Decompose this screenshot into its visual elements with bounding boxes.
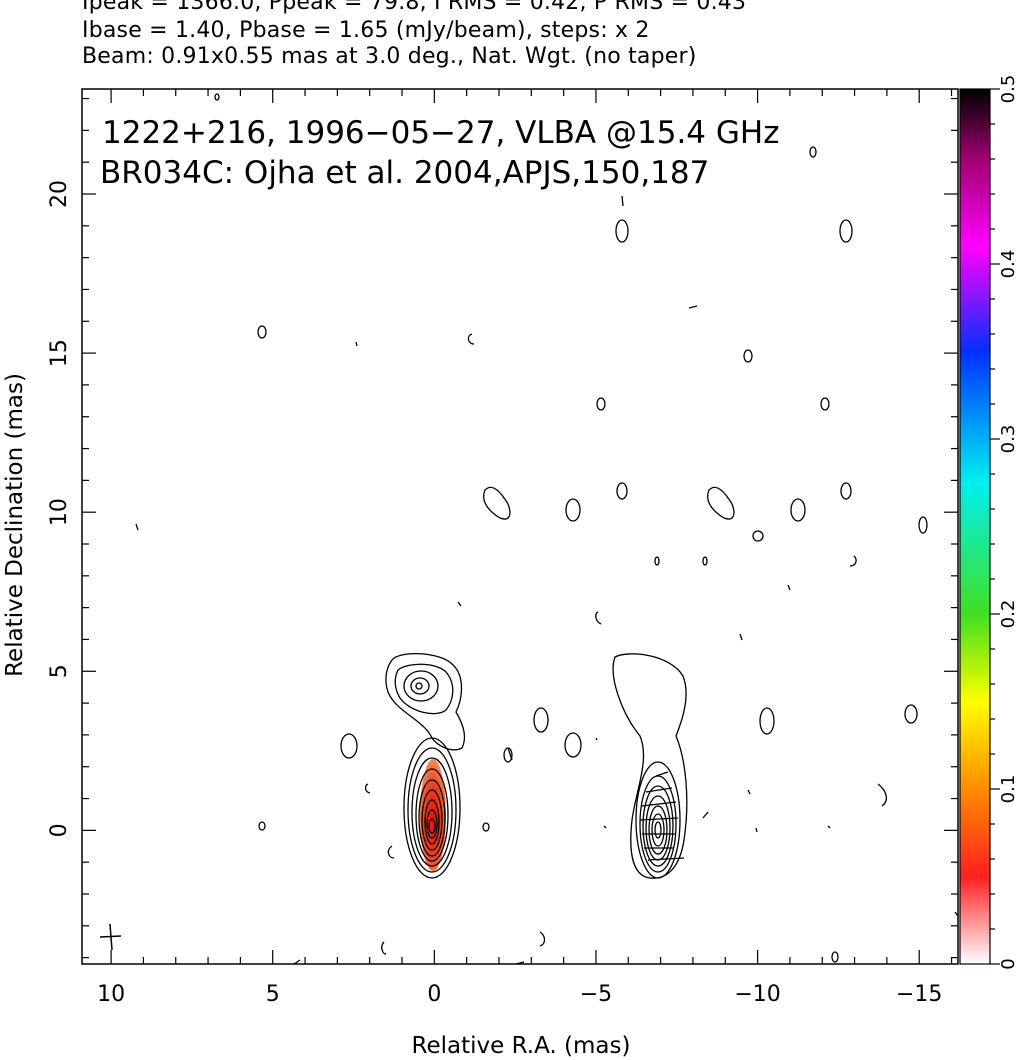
colorbar-tick-label: 0.4 bbox=[998, 250, 1019, 279]
y-axis: 0 5 10 15 20 bbox=[47, 97, 958, 959]
x-tick-label: 0 bbox=[427, 982, 441, 1007]
x-tick-label: 10 bbox=[97, 982, 125, 1007]
colorbar-tick-label: 0 bbox=[998, 958, 1019, 969]
contour-map bbox=[99, 89, 958, 964]
core-contours-right bbox=[612, 653, 688, 879]
colorbar-tick-label: 0.1 bbox=[998, 775, 1019, 804]
y-tick-label: 5 bbox=[47, 664, 72, 678]
y-tick-label: 10 bbox=[47, 498, 72, 526]
header-line-2: Ibase = 1.40, Pbase = 1.65 (mJy/beam), s… bbox=[82, 18, 650, 43]
header-line-3: Beam: 0.91x0.55 mas at 3.0 deg., Nat. Wg… bbox=[82, 44, 697, 69]
y-tick-label: 15 bbox=[47, 339, 72, 367]
colorbar bbox=[959, 88, 991, 965]
colorbar-tick-label: 0.2 bbox=[998, 600, 1019, 629]
x-tick-label: −10 bbox=[734, 982, 780, 1007]
y-axis-label: Relative Declination (mas) bbox=[2, 373, 28, 677]
plot-frame bbox=[81, 88, 959, 965]
plot-title-line-1: 1222+216, 1996−05−27, VLBA @15.4 GHz bbox=[102, 115, 779, 151]
x-axis-label: Relative R.A. (mas) bbox=[412, 1033, 631, 1059]
x-axis: 10 5 0 −5 −10 −15 bbox=[97, 89, 953, 1007]
y-tick-label: 20 bbox=[47, 180, 72, 208]
x-tick-label: −5 bbox=[580, 982, 612, 1007]
colorbar-axis: 0 0.1 0.2 0.3 0.4 0.5 bbox=[990, 75, 1019, 970]
noise-contours bbox=[135, 89, 958, 964]
x-tick-label: 5 bbox=[266, 982, 280, 1007]
plot-title-line-2: BR034C: Ojha et al. 2004,APJS,150,187 bbox=[100, 155, 709, 191]
x-tick-label: −15 bbox=[896, 982, 942, 1007]
core-contours-left bbox=[385, 652, 466, 879]
beam-cross bbox=[99, 923, 122, 951]
header-line-1: Ipeak = 1366.0, Ppeak = 79.8, I RMS = 0.… bbox=[82, 0, 747, 15]
colorbar-tick-label: 0.5 bbox=[998, 75, 1019, 104]
colorbar-tick-label: 0.3 bbox=[998, 425, 1019, 454]
y-tick-label: 0 bbox=[47, 823, 72, 837]
